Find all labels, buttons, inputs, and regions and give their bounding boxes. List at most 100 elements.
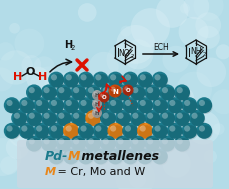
Circle shape <box>139 74 153 88</box>
Circle shape <box>14 113 20 119</box>
Circle shape <box>73 138 79 144</box>
Circle shape <box>154 151 168 165</box>
Text: 2: 2 <box>130 53 134 59</box>
Circle shape <box>21 100 27 106</box>
Circle shape <box>159 84 175 100</box>
Circle shape <box>161 87 176 101</box>
Circle shape <box>155 125 161 132</box>
Text: ECH: ECH <box>153 43 169 51</box>
Circle shape <box>93 72 109 88</box>
Circle shape <box>93 97 109 113</box>
Circle shape <box>6 100 13 106</box>
FancyBboxPatch shape <box>17 140 213 188</box>
Circle shape <box>117 138 124 144</box>
Circle shape <box>78 72 94 88</box>
Text: H: H <box>95 93 99 98</box>
Circle shape <box>115 136 131 152</box>
Circle shape <box>132 138 138 144</box>
Circle shape <box>110 74 116 80</box>
Circle shape <box>216 44 229 59</box>
Circle shape <box>8 121 34 147</box>
Circle shape <box>92 90 102 100</box>
Circle shape <box>95 100 109 114</box>
Circle shape <box>180 3 190 14</box>
Circle shape <box>0 138 21 176</box>
Circle shape <box>177 72 212 107</box>
Circle shape <box>155 100 161 106</box>
Circle shape <box>19 123 35 139</box>
Circle shape <box>19 97 35 113</box>
Circle shape <box>36 100 42 106</box>
Circle shape <box>93 148 109 164</box>
Circle shape <box>152 148 168 164</box>
Circle shape <box>123 84 134 95</box>
Circle shape <box>140 125 146 132</box>
Circle shape <box>125 100 131 106</box>
Circle shape <box>132 138 146 152</box>
Text: H: H <box>95 102 99 107</box>
Circle shape <box>6 125 20 140</box>
Circle shape <box>159 110 175 126</box>
Circle shape <box>120 26 131 37</box>
Text: = Cr, Mo and W: = Cr, Mo and W <box>54 167 145 177</box>
Circle shape <box>66 100 72 106</box>
Circle shape <box>137 148 153 164</box>
Circle shape <box>117 87 124 93</box>
Circle shape <box>41 136 57 152</box>
Circle shape <box>144 84 160 100</box>
Circle shape <box>63 148 79 164</box>
Text: H: H <box>13 72 23 82</box>
Circle shape <box>139 100 153 114</box>
Circle shape <box>75 80 96 101</box>
Circle shape <box>100 110 116 126</box>
Circle shape <box>196 123 212 139</box>
Circle shape <box>186 111 220 145</box>
Text: H: H <box>38 72 48 82</box>
Circle shape <box>21 125 35 140</box>
Circle shape <box>155 151 161 157</box>
Circle shape <box>41 110 57 126</box>
Circle shape <box>115 158 155 189</box>
Circle shape <box>65 151 79 165</box>
Circle shape <box>152 72 168 88</box>
Circle shape <box>50 74 65 88</box>
Circle shape <box>167 123 183 139</box>
Circle shape <box>191 112 205 127</box>
Circle shape <box>6 125 13 132</box>
Circle shape <box>152 97 168 113</box>
Circle shape <box>9 23 20 34</box>
Circle shape <box>26 84 42 100</box>
Circle shape <box>132 113 138 119</box>
Circle shape <box>80 100 94 114</box>
Circle shape <box>181 123 197 139</box>
Circle shape <box>35 100 50 114</box>
Circle shape <box>147 138 153 144</box>
Circle shape <box>139 151 153 165</box>
Circle shape <box>175 128 190 143</box>
Circle shape <box>93 109 102 119</box>
Circle shape <box>26 67 50 90</box>
Circle shape <box>50 125 65 140</box>
Circle shape <box>93 123 109 139</box>
Circle shape <box>56 136 72 152</box>
Circle shape <box>95 151 109 165</box>
Circle shape <box>134 88 156 110</box>
Circle shape <box>129 171 146 188</box>
Circle shape <box>94 92 98 95</box>
Circle shape <box>124 86 134 96</box>
Circle shape <box>140 74 146 80</box>
Circle shape <box>65 125 79 140</box>
Circle shape <box>117 87 131 101</box>
Circle shape <box>154 100 168 114</box>
Circle shape <box>171 104 204 137</box>
Circle shape <box>183 100 198 114</box>
Circle shape <box>93 91 102 101</box>
Circle shape <box>48 97 64 113</box>
Circle shape <box>169 100 183 114</box>
Circle shape <box>159 136 175 152</box>
Circle shape <box>85 110 101 126</box>
Circle shape <box>21 100 35 114</box>
Circle shape <box>46 79 77 110</box>
Circle shape <box>177 113 183 119</box>
Circle shape <box>92 99 102 109</box>
